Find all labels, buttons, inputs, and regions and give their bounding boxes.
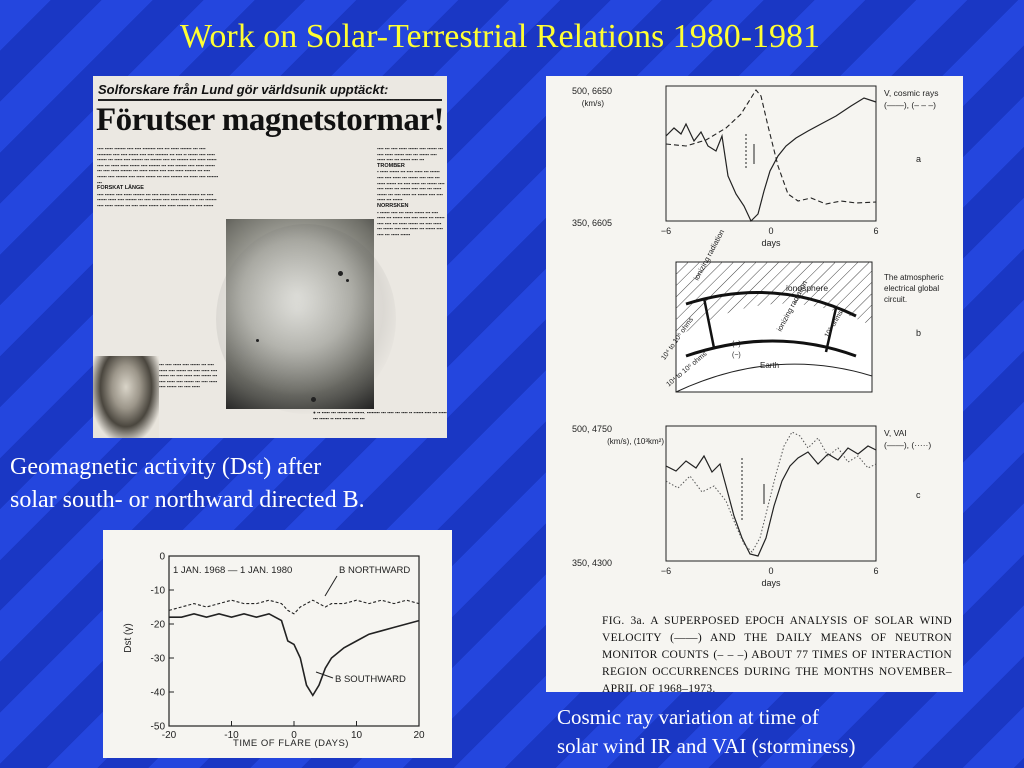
panel-a: 500, 6650 (km/s) 350, 6605 −6 0 6 days V… (572, 85, 938, 248)
newspaper-section-head: TROMBER (377, 162, 405, 169)
panel-c-letter: c (916, 490, 921, 500)
caption-right-line2: solar wind IR and VAI (storminess) (557, 734, 856, 758)
panel-c-legend: V, VAI (884, 428, 907, 438)
circuit-right-leg (824, 307, 838, 353)
panel-a-letter: a (916, 154, 921, 164)
researcher-portrait (93, 356, 159, 438)
legend-southward-label: B SOUTHWARD (335, 674, 406, 685)
caption-left-line2: solar south- or northward directed B. (10, 487, 365, 513)
panel-a-x-tick: −6 (661, 226, 671, 236)
panel-c-frame (665, 425, 877, 562)
dst-chart-svg: 0-10-20-30-40-50-20 -10 0 10 20 1 JAN. 1968 … (123, 552, 425, 750)
panel-b-hatched-atmosphere (676, 262, 872, 338)
dst-y-tick-label: 0 (159, 552, 165, 563)
newspaper-clipping: Solforskare från Lund gör världsunik upp… (93, 76, 447, 438)
caption-left: Geomagnetic activity (Dst) after solar s… (10, 451, 365, 517)
dst-chart: 0 -10 -20 -30 -40 -50 -20 -10 0 10 20 1 JAN. 1968 … (103, 530, 452, 758)
panel-c-y-unit: (km/s), (10³km²) (607, 437, 664, 446)
dst-x-tick-label: 10 (351, 730, 363, 741)
circuit-description-2: electrical global (884, 284, 939, 293)
northward-series-line (168, 599, 420, 615)
earth-label: Earth (760, 361, 779, 370)
ionosphere-arc (685, 290, 857, 318)
dst-x-label: TIME OF FLARE (DAYS) (233, 738, 349, 749)
slide-title: Work on Solar-Terrestrial Relations 1980… (180, 18, 821, 55)
panel-a-y-unit: (km/s) (582, 99, 605, 108)
panel-b-letter: b (916, 328, 921, 338)
circuit-description-3: circuit. (884, 295, 907, 304)
panel-a-y-top: 500, 6650 (572, 86, 612, 96)
panel-b: ionosphere ionizing radiation ionizing r… (660, 228, 944, 393)
ionosphere-label: ionosphere (786, 283, 828, 293)
newspaper-right-column: ▪▪▪▪ ▪▪▪ ▪▪▪▪ ▪▪▪▪▪ ▪▪▪▪▪▪ ▪▪▪▪ ▪▪▪▪▪▪ ▪… (377, 146, 445, 237)
panel-c-x-tick: −6 (661, 566, 671, 576)
panel-c-legend-marks: (——), (·····) (884, 440, 931, 450)
panel-c-x-label: days (761, 578, 781, 588)
minus-label: (−) (732, 352, 741, 359)
southward-pointer (315, 671, 334, 679)
panel-c-vai-line (665, 431, 877, 553)
newspaper-intro-text: ▪▪▪▪ ▪▪▪▪▪ ▪▪▪▪▪▪▪ ▪▪▪▪ ▪▪▪▪ ▪▪▪▪▪▪▪▪ ▪▪… (97, 146, 219, 208)
plus-label: (+) (732, 341, 741, 348)
panel-c: 500, 4750 (km/s), (10³km²) 350, 4300 −6 … (572, 424, 931, 588)
panel-c-x-tick: 6 (873, 566, 878, 576)
southward-series-line (169, 612, 420, 697)
dst-y-tick-label: -20 (151, 620, 166, 631)
newspaper-column-text: ▪▪▪ ▪▪▪▪ ▪▪▪▪▪ ▪▪▪▪ ▪▪▪▪▪▪ ▪▪▪ ▪▪▪▪ ▪▪▪▪… (159, 362, 218, 390)
northward-pointer (324, 575, 338, 597)
panel-a-x-label: days (761, 238, 781, 248)
panel-c-x-tick: 0 (768, 566, 773, 576)
panel-a-legend-marks: (——), (– – –) (884, 100, 936, 110)
panel-a-velocity-line (665, 97, 877, 223)
panel-a-cosmic-ray-line (665, 89, 877, 205)
panel-a-x-tick: 0 (768, 226, 773, 236)
panel-a-legend: V, cosmic rays (884, 88, 938, 98)
dst-annotation: 1 JAN. 1968 — 1 JAN. 1980 (173, 565, 292, 576)
dst-y-label: Dst (γ) (123, 623, 134, 652)
circuit-description-1: The atmospheric (884, 273, 944, 282)
panel-a-x-tick: 6 (873, 226, 878, 236)
circuit-left-leg (702, 297, 716, 349)
sun-photograph (216, 219, 396, 414)
dst-x-tick-label: -10 (224, 730, 239, 741)
dst-x-tick-label: -20 (162, 730, 177, 741)
newspaper-headline: Förutser magnetstormar! (96, 102, 445, 138)
dst-x-tick-label: 0 (291, 730, 297, 741)
caption-left-line1: Geomagnetic activity (Dst) after (10, 454, 322, 480)
panel-a-frame (665, 85, 877, 222)
dst-y-tick-label: -10 (151, 586, 166, 597)
caption-right: Cosmic ray variation at time of solar wi… (557, 703, 855, 761)
earth-surface-arc (675, 363, 873, 393)
circuit-lower-arc (685, 339, 857, 358)
figure-3-svg: 500, 6650 (km/s) 350, 6605 −6 0 6 days V… (572, 85, 944, 588)
dst-y-tick-label: -30 (151, 654, 166, 665)
figure-3-panel: 500, 6650 (km/s) 350, 6605 −6 0 6 days V… (546, 76, 963, 692)
dst-y-tick-label: -50 (151, 722, 166, 733)
newspaper-subheadline: Solforskare från Lund gör världsunik upp… (98, 82, 442, 101)
figure-3-caption: FIG. 3a. A SUPERPOSED EPOCH ANALYSIS OF … (602, 615, 952, 692)
newspaper-section-head: FORSKAT LÄNGE (97, 185, 144, 192)
panel-a-y-bottom: 350, 6605 (572, 218, 612, 228)
legend-northward-label: B NORTHWARD (339, 565, 410, 576)
dst-x-tick-label: 20 (413, 730, 425, 741)
panel-c-y-bottom: 350, 4300 (572, 558, 612, 568)
panel-c-velocity-line (665, 445, 877, 557)
newspaper-photo-caption: ● ▪▪ ▪▪▪▪▪ ▪▪▪ ▪▪▪▪▪▪ ▪▪▪ ▪▪▪▪▪▪. ▪▪▪▪▪▪… (313, 410, 447, 421)
caption-right-line1: Cosmic ray variation at time of (557, 705, 819, 729)
newspaper-section-head: NORRSKEN (377, 202, 409, 209)
dst-plot-frame (168, 555, 420, 727)
panel-c-y-top: 500, 4750 (572, 424, 612, 434)
dst-y-tick-label: -40 (151, 688, 166, 699)
